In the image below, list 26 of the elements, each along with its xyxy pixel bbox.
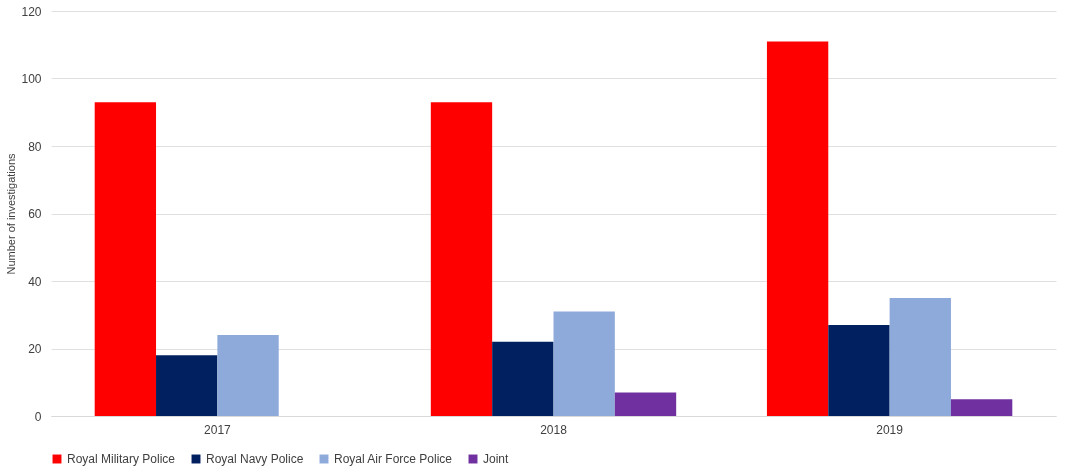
legend-label: Royal Military Police [67, 452, 176, 466]
bar [94, 102, 157, 416]
y-tick-label: 0 [34, 409, 42, 424]
y-tick-label: 80 [28, 139, 42, 154]
bar [614, 392, 677, 416]
bar [828, 324, 890, 416]
y-tick-label: 100 [21, 72, 42, 86]
bar [492, 341, 554, 416]
legend-label: Royal Air Force Police [334, 452, 453, 466]
bar [156, 355, 218, 416]
y-tick-label: 60 [28, 207, 42, 221]
legend-label: Joint [483, 452, 510, 466]
bar [950, 399, 1013, 416]
y-tick-label: 120 [21, 4, 42, 19]
bar [217, 335, 279, 416]
bar [430, 102, 493, 416]
y-tick-label: 20 [28, 342, 42, 356]
x-tick-label: 2018 [540, 422, 568, 437]
y-tick-label: 40 [28, 274, 42, 289]
y-axis-title: Number of investigations [5, 152, 18, 275]
bar [766, 41, 829, 416]
bar [889, 297, 951, 416]
x-tick-label: 2019 [876, 422, 904, 437]
bar [553, 311, 615, 416]
x-tick-label: 2017 [204, 422, 232, 437]
legend-label: Royal Navy Police [206, 452, 304, 466]
